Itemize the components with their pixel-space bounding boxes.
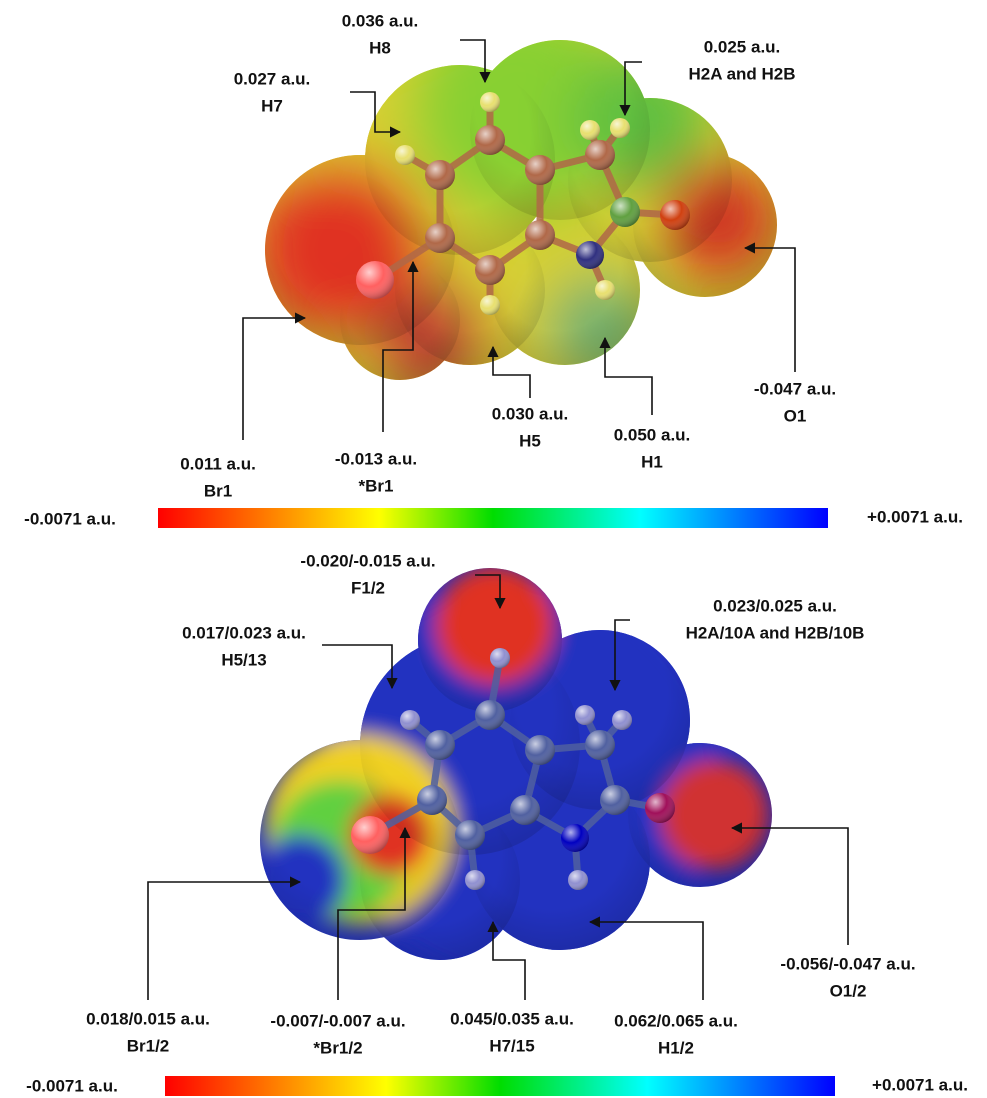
colorbar xyxy=(158,508,828,528)
atom-highlight xyxy=(465,870,485,890)
atom-highlight xyxy=(525,220,555,250)
atom-highlight xyxy=(610,197,640,227)
colorbar-max-label: +0.0071 a.u. xyxy=(867,507,963,526)
potential-value: 0.011 a.u. xyxy=(180,454,256,473)
colorbar xyxy=(165,1076,835,1096)
potential-value: 0.036 a.u. xyxy=(342,11,419,30)
atom-highlight xyxy=(525,155,555,185)
atom-label: O1 xyxy=(784,406,807,425)
atom-highlight xyxy=(595,280,615,300)
potential-value: 0.045/0.035 a.u. xyxy=(450,1009,574,1028)
atom-highlight xyxy=(475,255,505,285)
atom-highlight xyxy=(395,145,415,165)
atom-highlight xyxy=(610,118,630,138)
atom-highlight xyxy=(417,785,447,815)
atom-highlight xyxy=(351,816,389,854)
atom-label: H7 xyxy=(261,96,283,115)
potential-value: 0.025 a.u. xyxy=(704,37,781,56)
atom-highlight xyxy=(425,730,455,760)
atom-highlight xyxy=(455,820,485,850)
atom-label: *Br1/2 xyxy=(313,1038,362,1057)
atom-label: F1/2 xyxy=(351,578,385,597)
atom-highlight xyxy=(576,241,604,269)
atom-highlight xyxy=(510,795,540,825)
colorbar-min-label: -0.0071 a.u. xyxy=(26,1076,118,1095)
atom-highlight xyxy=(660,200,690,230)
atom-highlight xyxy=(480,92,500,112)
atom-label: O1/2 xyxy=(830,981,867,1000)
potential-value: 0.062/0.065 a.u. xyxy=(614,1011,738,1030)
leader-arrow xyxy=(148,882,300,1000)
atom-label: H2A and H2B xyxy=(688,64,795,83)
atom-highlight xyxy=(475,700,505,730)
atom-label: H1/2 xyxy=(658,1038,694,1057)
atom-highlight xyxy=(575,705,595,725)
potential-value: 0.030 a.u. xyxy=(492,404,569,423)
atom-highlight xyxy=(612,710,632,730)
atom-label: Br1/2 xyxy=(127,1036,170,1055)
atom-highlight xyxy=(561,824,589,852)
atom-label: H2A/10A and H2B/10B xyxy=(686,623,865,642)
colorbar-min-label: -0.0071 a.u. xyxy=(24,509,116,528)
atom-highlight xyxy=(490,648,510,668)
atom-label: Br1 xyxy=(204,481,232,500)
atom-highlight xyxy=(400,710,420,730)
atom-highlight xyxy=(568,870,588,890)
atom-highlight xyxy=(585,140,615,170)
potential-value: -0.013 a.u. xyxy=(335,449,417,468)
atom-label: H7/15 xyxy=(489,1036,534,1055)
potential-value: 0.050 a.u. xyxy=(614,425,691,444)
atom-highlight xyxy=(425,160,455,190)
atom-highlight xyxy=(475,125,505,155)
potential-value: -0.047 a.u. xyxy=(754,379,836,398)
potential-value: -0.056/-0.047 a.u. xyxy=(780,954,915,973)
leader-arrow xyxy=(605,338,652,415)
atom-highlight xyxy=(525,735,555,765)
colorbar-max-label: +0.0071 a.u. xyxy=(872,1075,968,1094)
atom-highlight xyxy=(600,785,630,815)
surface-shade xyxy=(633,153,777,297)
atom-label: H8 xyxy=(369,38,391,57)
figure: 0.036 a.u. H8 0.027 a.u. H7 0.025 a.u. H2A an… xyxy=(0,0,987,1098)
potential-value: 0.027 a.u. xyxy=(234,69,311,88)
atom-label: H5 xyxy=(519,431,541,450)
atom-highlight xyxy=(356,261,394,299)
potential-value: 0.018/0.015 a.u. xyxy=(86,1009,210,1028)
atom-highlight xyxy=(480,295,500,315)
potential-value: 0.023/0.025 a.u. xyxy=(713,596,837,615)
atom-highlight xyxy=(645,793,675,823)
atom-label: H5/13 xyxy=(221,650,266,669)
leader-arrow xyxy=(243,318,305,440)
atom-highlight xyxy=(585,730,615,760)
atom-label: H1 xyxy=(641,452,663,471)
potential-value: -0.007/-0.007 a.u. xyxy=(270,1011,405,1030)
atom-highlight xyxy=(580,120,600,140)
potential-value: 0.017/0.023 a.u. xyxy=(182,623,306,642)
atom-highlight xyxy=(425,223,455,253)
atom-label: *Br1 xyxy=(359,476,394,495)
potential-value: -0.020/-0.015 a.u. xyxy=(300,551,435,570)
